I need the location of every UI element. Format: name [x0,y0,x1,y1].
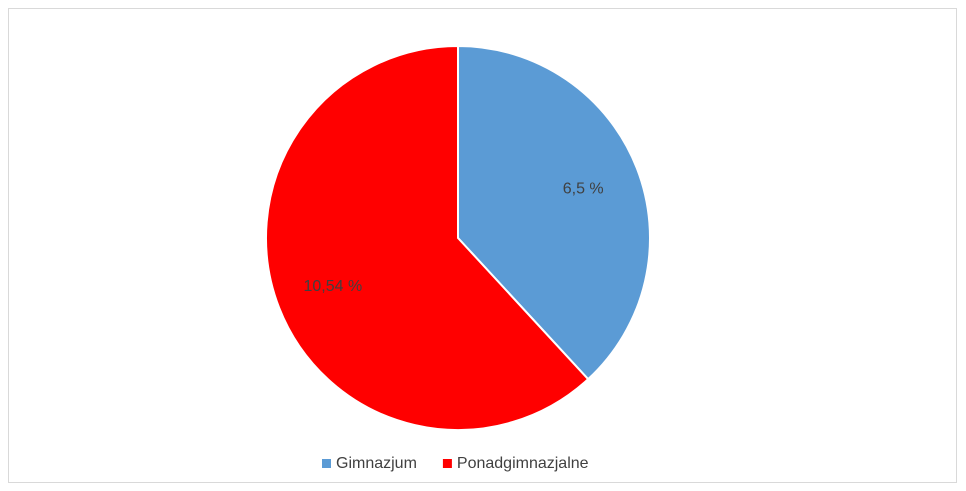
pie-slice [265,44,590,431]
legend-label: Ponadgimnazjalne [457,455,589,472]
legend-swatch [322,459,331,468]
legend-label: Gimnazjum [336,455,417,472]
pie-slice [457,44,651,381]
data-label: 6,5 % [563,180,604,197]
data-label: 10,54 % [303,278,362,295]
legend-swatch [442,459,452,468]
